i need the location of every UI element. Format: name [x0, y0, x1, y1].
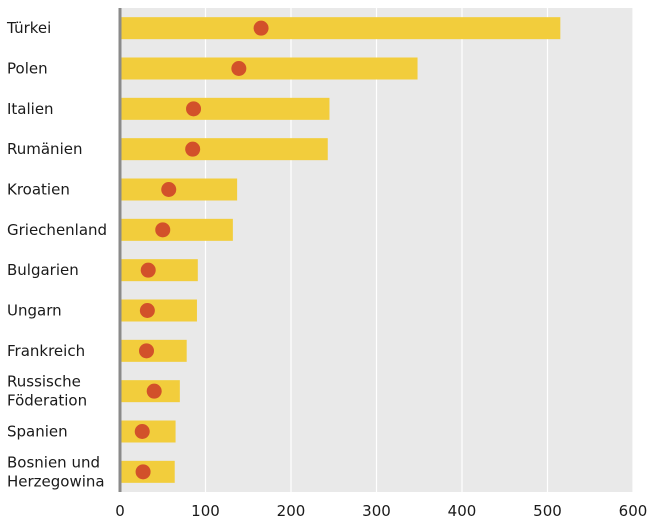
- dot-5: [155, 222, 171, 238]
- dot-3: [185, 141, 201, 157]
- bar-0: [120, 17, 561, 40]
- dot-7: [139, 303, 155, 318]
- bar-7: [120, 299, 197, 322]
- dot-series: [134, 20, 269, 480]
- category-label-7: Ungarn: [7, 302, 62, 320]
- x-tick-label-300: 300: [362, 502, 391, 520]
- bar-3: [120, 138, 328, 161]
- category-label-3: Rumänien: [7, 140, 82, 158]
- category-label-9-line-1: Föderation: [7, 392, 87, 410]
- category-label-8: Frankreich: [7, 342, 85, 360]
- bar-series: [120, 17, 561, 483]
- x-tick-label-500: 500: [533, 502, 562, 520]
- x-tick-label-400: 400: [448, 502, 477, 520]
- dot-2: [186, 101, 202, 117]
- x-tick-label-100: 100: [191, 502, 220, 520]
- dot-11: [135, 464, 151, 480]
- dot-9: [146, 383, 162, 399]
- x-tick-label-200: 200: [277, 502, 306, 520]
- category-labels: Türkei Polen Italien Rumänien Kroatien Griech…: [6, 19, 107, 490]
- category-label-11-line-0: Bosnien und: [7, 453, 100, 471]
- category-label-0: Türkei: [6, 19, 51, 37]
- bar-6: [120, 259, 198, 282]
- bar-1: [120, 57, 418, 80]
- category-label-10: Spanien: [7, 423, 68, 441]
- category-label-2: Italien: [7, 100, 54, 118]
- dot-6: [140, 262, 156, 278]
- dot-1: [231, 61, 247, 76]
- category-label-1: Polen: [7, 60, 48, 78]
- x-tick-label-0: 0: [115, 502, 125, 520]
- category-label-9-line-0: Russische: [7, 373, 81, 391]
- bar-4: [120, 178, 238, 201]
- x-tick-labels: 0 100 200 300 400 500 600: [115, 502, 647, 520]
- dot-8: [139, 343, 155, 359]
- x-tick-label-600: 600: [619, 502, 648, 520]
- bar-5: [120, 218, 233, 241]
- category-label-6: Bulgarien: [7, 261, 79, 279]
- dot-0: [253, 20, 269, 36]
- category-label-4: Kroatien: [7, 181, 70, 199]
- gridlines: [204, 8, 634, 492]
- dot-4: [161, 182, 177, 197]
- bar-2: [120, 97, 330, 120]
- category-label-5: Griechenland: [7, 221, 107, 239]
- dot-10: [134, 424, 150, 439]
- category-label-11-line-1: Herzegowina: [7, 472, 105, 490]
